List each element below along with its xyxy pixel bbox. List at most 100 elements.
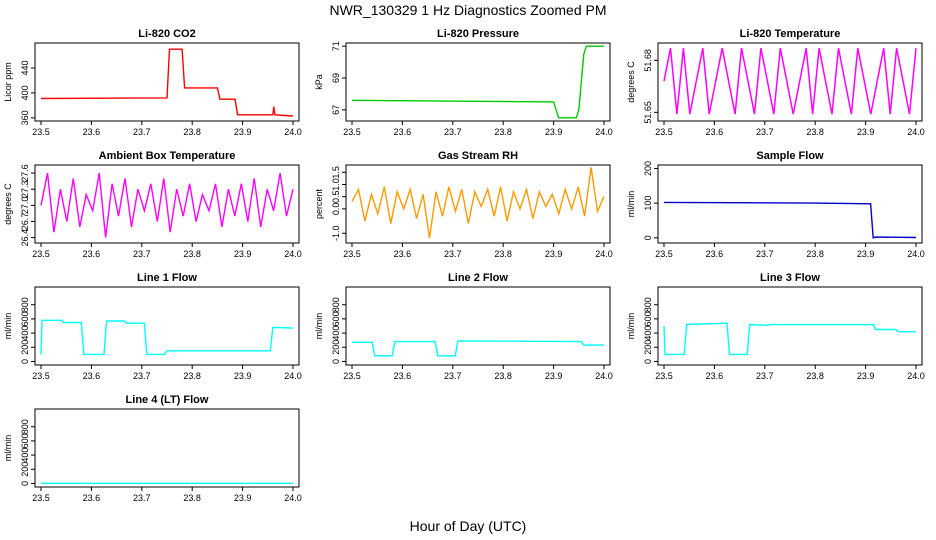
x-tick-label: 23.7	[133, 249, 151, 259]
y-tick-label: 1.5	[331, 166, 341, 179]
x-tick-label: 23.7	[133, 371, 151, 381]
plot-frame	[345, 164, 611, 244]
x-tick-label: 24.0	[284, 493, 302, 503]
chart-panel: Sample Flow 23.5 23.6 23.7 23.8 23.9 24.0 0 100 2…	[626, 150, 925, 259]
page-title: NWR_130329 1 Hz Diagnostics Zoomed PM	[329, 2, 607, 18]
y-tick-label: 27.0	[20, 197, 30, 215]
chart-panel: Li-820 CO2 23.5 23.6 23.7 23.8 23.9 24.0 360 400…	[3, 28, 302, 137]
x-tick-label: 23.9	[234, 371, 252, 381]
series-line	[663, 201, 917, 239]
x-tick-label: 23.5	[32, 493, 50, 503]
y-tick-label: 200	[20, 340, 30, 355]
series-line	[351, 167, 605, 239]
x-tick-label: 23.7	[444, 371, 462, 381]
x-tick-label: 24.0	[595, 249, 613, 259]
y-axis-label: ml/min	[3, 313, 13, 340]
x-tick-label: 23.9	[545, 249, 563, 259]
y-tick-label: 200	[331, 340, 341, 355]
y-axis-label: ml/min	[314, 313, 324, 340]
panel-title: Li-820 Pressure	[437, 28, 519, 40]
y-tick-label: 400	[20, 85, 30, 100]
panel-title: Line 3 Flow	[760, 272, 820, 284]
x-tick-label: 23.9	[234, 493, 252, 503]
chart-panel: Ambient Box Temperature 23.5 23.6 23.7 23.8 2…	[3, 150, 302, 259]
y-tick-label: 27.3	[20, 180, 30, 198]
x-tick-label: 23.5	[655, 371, 673, 381]
plot-frame	[34, 42, 300, 122]
y-axis-label: ml/min	[3, 435, 13, 462]
y-axis-label: Licor ppm	[3, 62, 13, 102]
x-tick-label: 23.5	[655, 127, 673, 137]
plot-frame	[657, 164, 923, 244]
x-tick-label: 23.5	[32, 127, 50, 137]
x-tick-label: 24.0	[284, 127, 302, 137]
x-tick-label: 23.8	[183, 493, 201, 503]
y-tick-label: 800	[20, 419, 30, 434]
y-tick-label: 71	[331, 41, 341, 51]
y-tick-label: 400	[20, 326, 30, 341]
x-tick-label: 23.8	[806, 127, 824, 137]
x-tick-label: 23.8	[494, 371, 512, 381]
x-tick-label: 23.5	[343, 371, 361, 381]
plot-frame	[34, 164, 300, 244]
x-tick-label: 23.6	[83, 249, 101, 259]
panel-title: Line 2 Flow	[448, 272, 508, 284]
x-tick-label: 23.5	[655, 249, 673, 259]
x-tick-label: 23.8	[494, 127, 512, 137]
panel-title: Ambient Box Temperature	[99, 150, 236, 162]
series-line	[663, 322, 916, 356]
y-tick-label: 0	[331, 359, 341, 364]
x-tick-label: 24.0	[595, 371, 613, 381]
y-tick-label: 800	[331, 297, 341, 312]
x-tick-label: 23.7	[756, 127, 774, 137]
y-tick-label: 440	[20, 60, 30, 75]
x-tick-label: 23.6	[394, 249, 412, 259]
x-tick-label: 24.0	[284, 249, 302, 259]
y-tick-label: 360	[20, 110, 30, 125]
x-tick-label: 23.7	[133, 493, 151, 503]
x-tick-label: 23.8	[806, 371, 824, 381]
y-tick-label: 400	[331, 326, 341, 341]
x-tick-label: 23.9	[234, 249, 252, 259]
y-tick-label: 100	[643, 196, 653, 211]
series-line	[351, 45, 604, 119]
y-tick-label: 27.6	[20, 164, 30, 182]
chart-panel: Line 1 Flow 23.5 23.6 23.7 23.8 23.9 24.0 0 2004…	[3, 272, 302, 381]
y-tick-label: 51.65	[643, 101, 653, 124]
x-tick-label: 23.9	[545, 371, 563, 381]
x-tick-label: 23.7	[756, 371, 774, 381]
x-tick-label: 23.8	[494, 249, 512, 259]
plot-frame	[34, 408, 300, 488]
y-tick-label: 200	[643, 161, 653, 176]
y-tick-label: 0	[643, 235, 653, 240]
y-tick-label: 0.0	[331, 203, 341, 216]
x-tick-label: 23.8	[183, 249, 201, 259]
x-tick-label: 23.9	[234, 127, 252, 137]
panel-title: Li-820 Temperature	[740, 28, 841, 40]
y-tick-label: 0.5	[331, 190, 341, 203]
y-axis-label: degrees C	[3, 183, 13, 225]
y-tick-label: 26.4	[20, 229, 30, 247]
x-tick-label: 23.6	[83, 493, 101, 503]
x-tick-label: 23.6	[706, 249, 724, 259]
y-axis-label: degrees C	[626, 61, 636, 103]
y-tick-label: 26.7	[20, 213, 30, 231]
y-tick-label: 200	[20, 462, 30, 477]
series-line	[40, 319, 294, 356]
x-tick-label: 23.7	[133, 127, 151, 137]
x-tick-label: 23.5	[32, 371, 50, 381]
series-line	[663, 48, 917, 115]
panel-title: Li-820 CO2	[138, 28, 195, 40]
x-tick-label: 23.8	[806, 249, 824, 259]
x-tick-label: 23.8	[183, 127, 201, 137]
x-tick-label: 24.0	[907, 127, 925, 137]
y-axis-label: kPa	[314, 74, 324, 90]
y-axis-label: ml/min	[626, 191, 636, 218]
series-line	[40, 172, 294, 238]
y-tick-label: 67	[331, 105, 341, 115]
y-axis-label: ml/min	[626, 313, 636, 340]
series-line	[40, 48, 294, 117]
x-tick-label: 23.9	[857, 371, 875, 381]
y-tick-label: 400	[643, 326, 653, 341]
y-tick-label: 600	[20, 433, 30, 448]
